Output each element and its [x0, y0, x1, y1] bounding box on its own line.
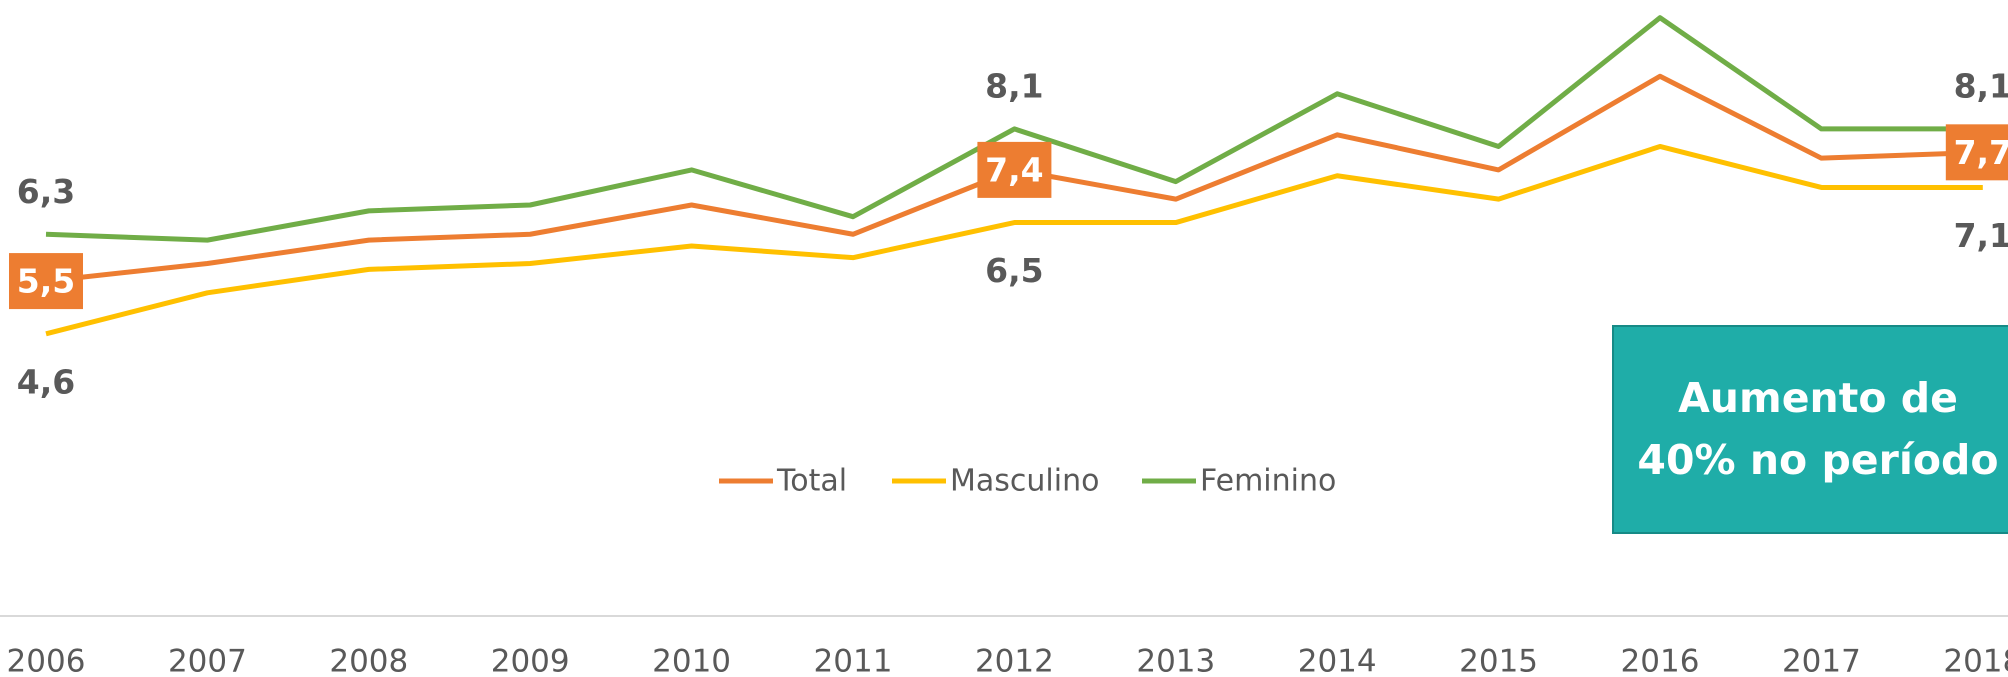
x-tick-label: 2016: [1621, 644, 1700, 677]
annotation-text: 40% no período: [1637, 436, 1998, 484]
annotation-background: [1612, 325, 2008, 534]
series-line: [45, 143, 1983, 337]
data-label-box: [977, 141, 1052, 198]
data-label: 8,1: [985, 66, 1043, 105]
x-tick-label: 2008: [329, 644, 408, 677]
x-tick-label: 2012: [975, 644, 1054, 677]
legend-label: Feminino: [1200, 464, 1336, 499]
data-label: 7,4: [985, 150, 1043, 189]
x-tick-label: 2015: [1459, 644, 1538, 677]
data-label: 4,6: [17, 362, 75, 401]
data-label: 8,1: [1954, 66, 2008, 105]
legend-item: Masculino: [892, 464, 1099, 499]
data-label-box: [9, 253, 83, 310]
data-label: 7,1: [1954, 216, 2008, 255]
x-tick-label: 2006: [7, 644, 86, 677]
x-tick-label: 2011: [814, 644, 893, 677]
x-tick-label: 2017: [1782, 644, 1861, 677]
data-label: 5,5: [17, 262, 75, 301]
legend-item: Feminino: [1142, 464, 1336, 499]
data-label: 6,5: [985, 251, 1043, 290]
x-tick-label: 2009: [491, 644, 570, 677]
x-tick-label: 2007: [168, 644, 247, 677]
annotation-text: Aumento de: [1678, 374, 1958, 422]
legend-item: Total: [719, 464, 847, 499]
x-tick-label: 2018: [1943, 644, 2008, 677]
data-label: 7,7: [1954, 133, 2008, 172]
x-tick-label: 2013: [1136, 644, 1215, 677]
legend-label: Masculino: [950, 464, 1099, 499]
legend-label: Total: [776, 464, 847, 499]
data-label: 6,3: [17, 172, 75, 211]
x-tick-label: 2010: [652, 644, 731, 677]
data-label-box: [1945, 124, 2008, 181]
annotation-box: Aumento de 40% no período: [1612, 325, 2008, 534]
x-tick-label: 2014: [1298, 644, 1377, 677]
series-line: [45, 15, 1983, 243]
